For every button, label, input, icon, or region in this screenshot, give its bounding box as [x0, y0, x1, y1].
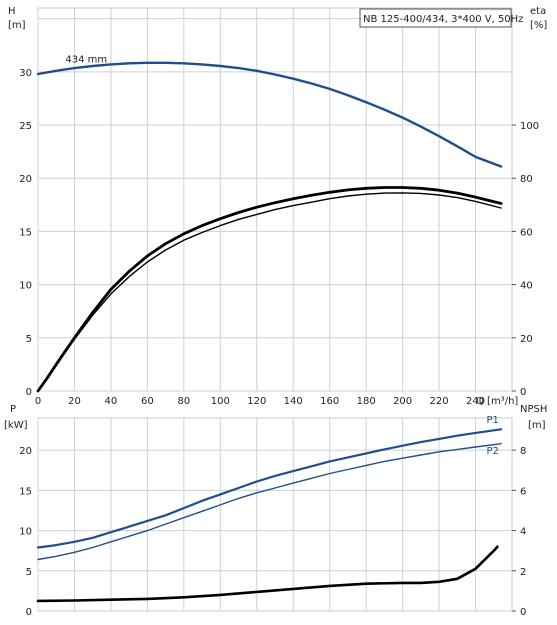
left-tick-label: 15	[19, 227, 32, 238]
left-axis-unit: [kW]	[4, 420, 28, 431]
chart-title-box	[359, 8, 512, 28]
left-tick-label: 30	[19, 68, 32, 79]
right-tick-label: 2	[520, 567, 526, 578]
x-tick-label: 220	[430, 396, 449, 407]
right-axis-label: eta	[530, 6, 546, 17]
x-axis-label: Q [m³/h]	[476, 396, 518, 407]
right-tick-label: 20	[520, 334, 533, 345]
left-tick-label: 0	[26, 607, 32, 618]
x-tick-label: 180	[357, 396, 376, 407]
left-tick-label: 15	[19, 486, 32, 497]
right-tick-label: 60	[520, 227, 533, 238]
chart-title: NB 125-400/434, 3*400 V, 50Hz	[363, 14, 523, 25]
right-axis-label: NPSH	[520, 404, 547, 415]
right-tick-label: 0	[520, 607, 526, 618]
left-axis-label: P	[10, 404, 16, 415]
left-axis-unit: [m]	[8, 20, 26, 31]
right-tick-label: 80	[520, 174, 533, 185]
left-tick-label: 20	[19, 446, 32, 457]
x-tick-label: 160	[320, 396, 339, 407]
x-tick-label: 120	[247, 396, 266, 407]
left-tick-label: 0	[26, 387, 32, 398]
left-axis-label: H	[8, 6, 16, 17]
chart-panel-2: 0 5 10 15 20 0 2 4 6 8 P [kW] NPSH [m] P1 P2	[4, 404, 547, 618]
left-tick-label: 10	[19, 527, 32, 538]
x-tick-label: 240	[466, 396, 485, 407]
series-label-p1: P1	[486, 415, 498, 426]
right-tick-label: 0	[520, 387, 526, 398]
series-label-p2: P2	[486, 446, 498, 457]
right-axis-unit: [%]	[530, 20, 547, 31]
right-tick-label: 6	[520, 486, 526, 497]
left-tick-label: 25	[19, 121, 32, 132]
series-line-3	[36, 545, 499, 603]
series-line-2	[37, 443, 502, 561]
series-label: 434 mm	[65, 54, 107, 65]
series-line-1	[36, 428, 503, 549]
x-tick-label: 200	[393, 396, 412, 407]
right-tick-label: 8	[520, 446, 526, 457]
right-tick-label: 4	[520, 527, 526, 538]
x-tick-label: 20	[68, 396, 81, 407]
left-tick-label: 10	[19, 281, 32, 292]
chart-panel-1: 0 20 40 60 80 100 120 140 160 180 200 220 2400510152…	[8, 6, 547, 407]
x-tick-label: 0	[35, 396, 41, 407]
x-tick-label: 80	[177, 396, 190, 407]
x-tick-label: 100	[211, 396, 230, 407]
x-tick-label: 60	[141, 396, 154, 407]
left-tick-label: 20	[19, 174, 32, 185]
x-tick-label: 40	[105, 396, 118, 407]
right-axis-unit: [m]	[528, 420, 546, 431]
series-line-1	[36, 61, 503, 168]
x-tick-label: 140	[284, 396, 303, 407]
right-tick-label: 100	[520, 121, 539, 132]
left-tick-label: 5	[26, 334, 32, 345]
left-tick-label: 5	[26, 567, 32, 578]
right-tick-label: 40	[520, 281, 533, 292]
series-line-3	[36, 186, 503, 393]
